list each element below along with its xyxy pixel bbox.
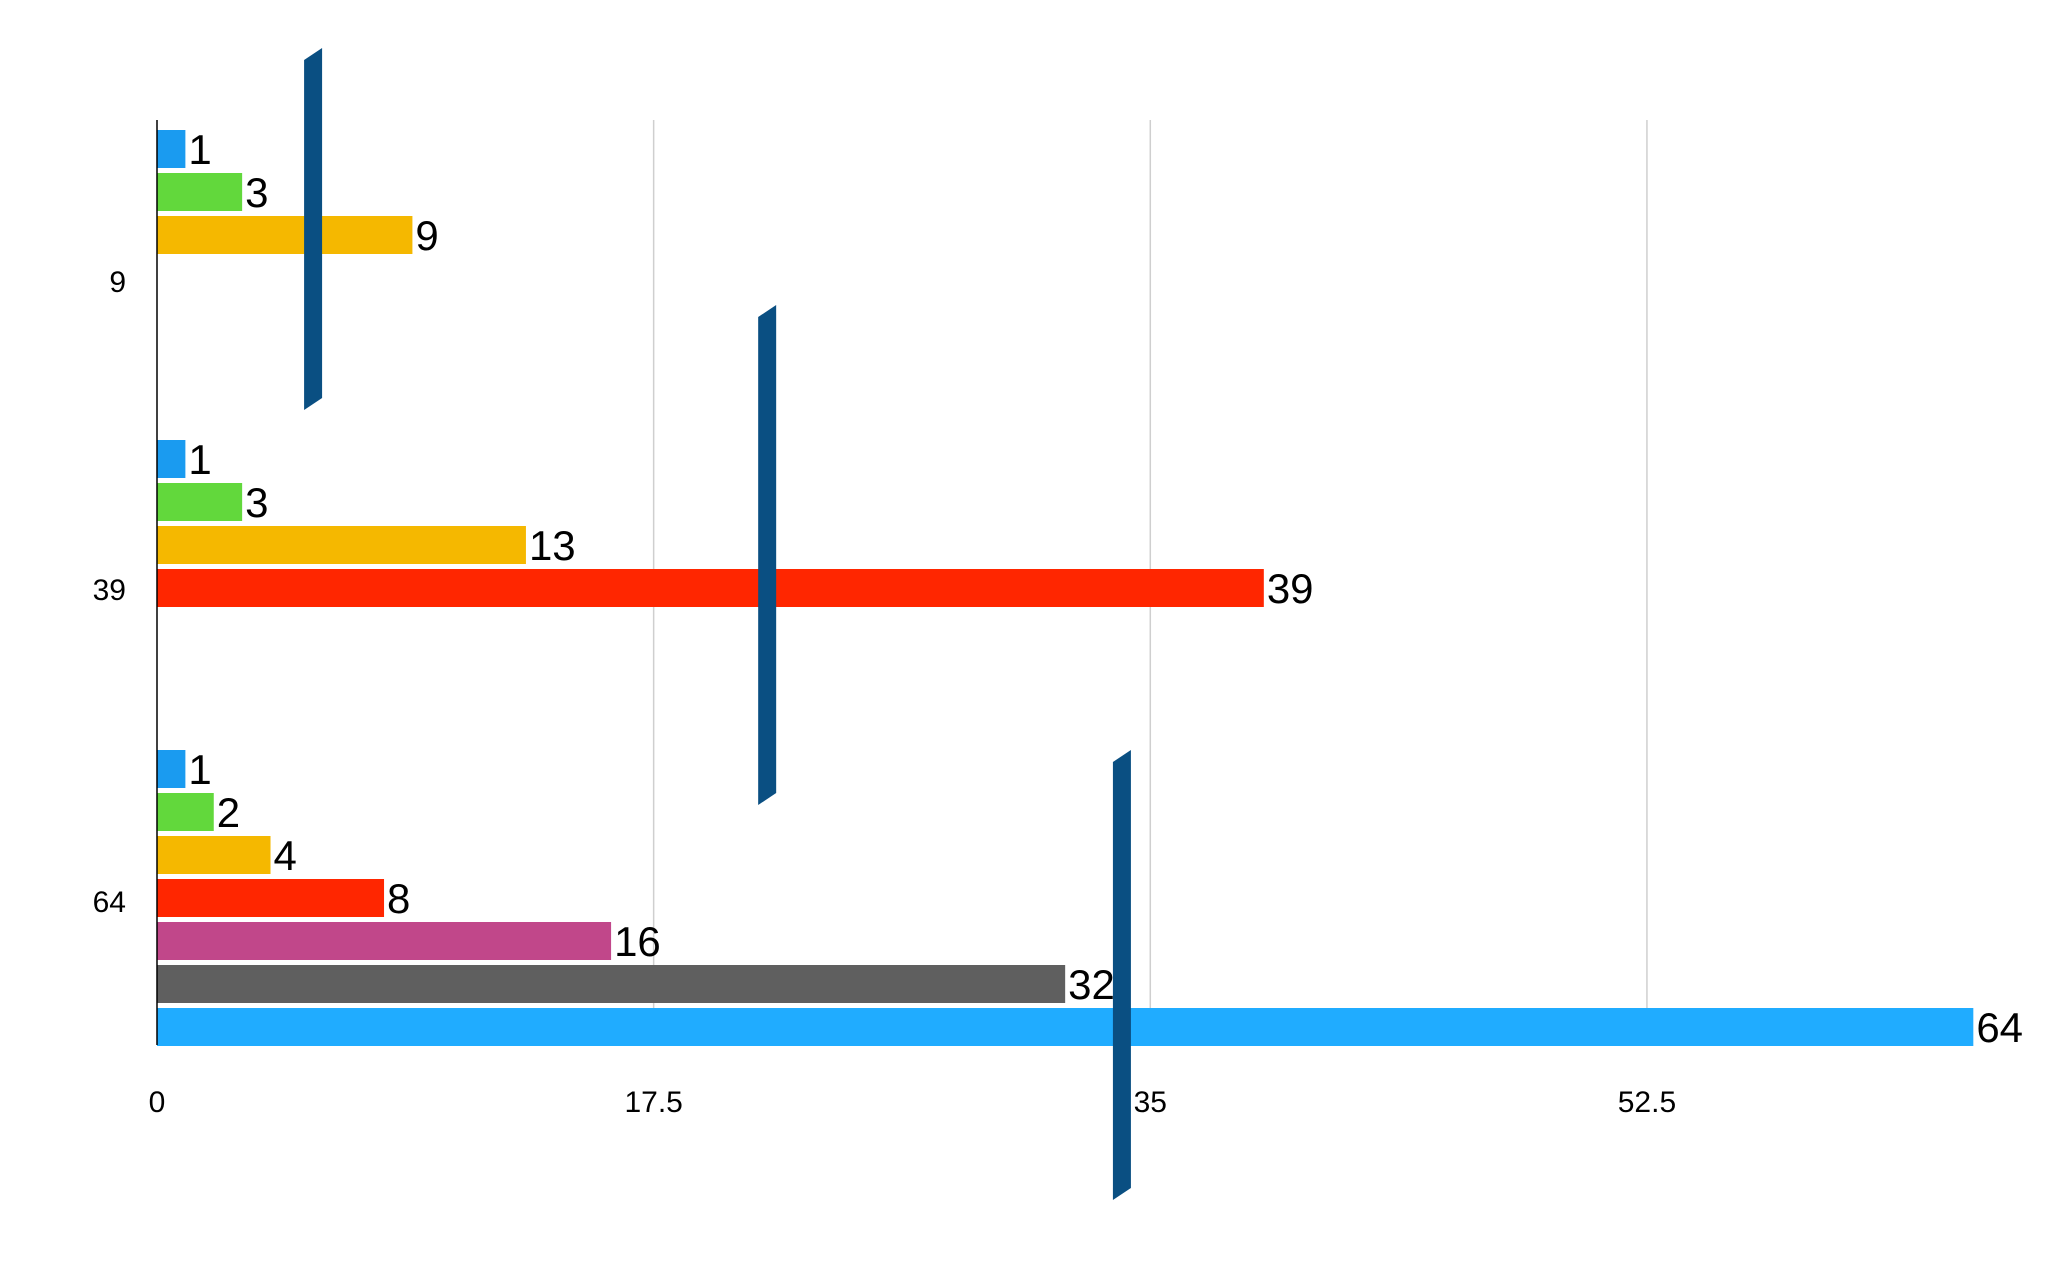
- category-label: 9: [109, 266, 126, 299]
- bar: [157, 130, 186, 168]
- x-tick-label: 35: [1134, 1086, 1167, 1119]
- data-label: 8: [387, 875, 410, 922]
- data-label: 39: [1267, 565, 1314, 612]
- bar: [157, 569, 1264, 607]
- bar: [157, 440, 186, 478]
- x-tick-label: 17.5: [624, 1086, 682, 1119]
- bar: [157, 922, 612, 960]
- data-label: 13: [529, 522, 576, 569]
- bar: [157, 173, 243, 211]
- bar: [157, 526, 526, 564]
- data-label: 16: [614, 918, 661, 965]
- data-label: 32: [1068, 961, 1115, 1008]
- bar: [157, 750, 186, 788]
- data-label: 2: [217, 789, 240, 836]
- x-tick-label: 52.5: [1618, 1086, 1676, 1119]
- category-label: 39: [93, 574, 126, 607]
- bar: [157, 483, 243, 521]
- bar: [157, 216, 413, 254]
- bar: [157, 1008, 1974, 1046]
- axes: 0 17.5 35 52.5: [149, 120, 1676, 1119]
- data-label: 3: [245, 169, 268, 216]
- bar: [157, 879, 385, 917]
- data-label: 1: [188, 436, 211, 483]
- error-bar: [304, 48, 323, 410]
- data-label: 4: [274, 832, 297, 879]
- bar: [157, 836, 271, 874]
- error-bars: [304, 48, 1131, 1200]
- error-bar: [758, 305, 777, 805]
- bar: [157, 965, 1066, 1003]
- bars: [157, 130, 1974, 1046]
- data-label: 1: [188, 126, 211, 173]
- data-label: 9: [415, 212, 438, 259]
- bar: [157, 793, 214, 831]
- category-label: 64: [93, 886, 126, 919]
- x-tick-label: 0: [149, 1086, 166, 1119]
- data-label: 3: [245, 479, 268, 526]
- error-bar: [1112, 750, 1131, 1200]
- data-label: 1: [188, 746, 211, 793]
- data-label: 64: [1976, 1004, 2023, 1051]
